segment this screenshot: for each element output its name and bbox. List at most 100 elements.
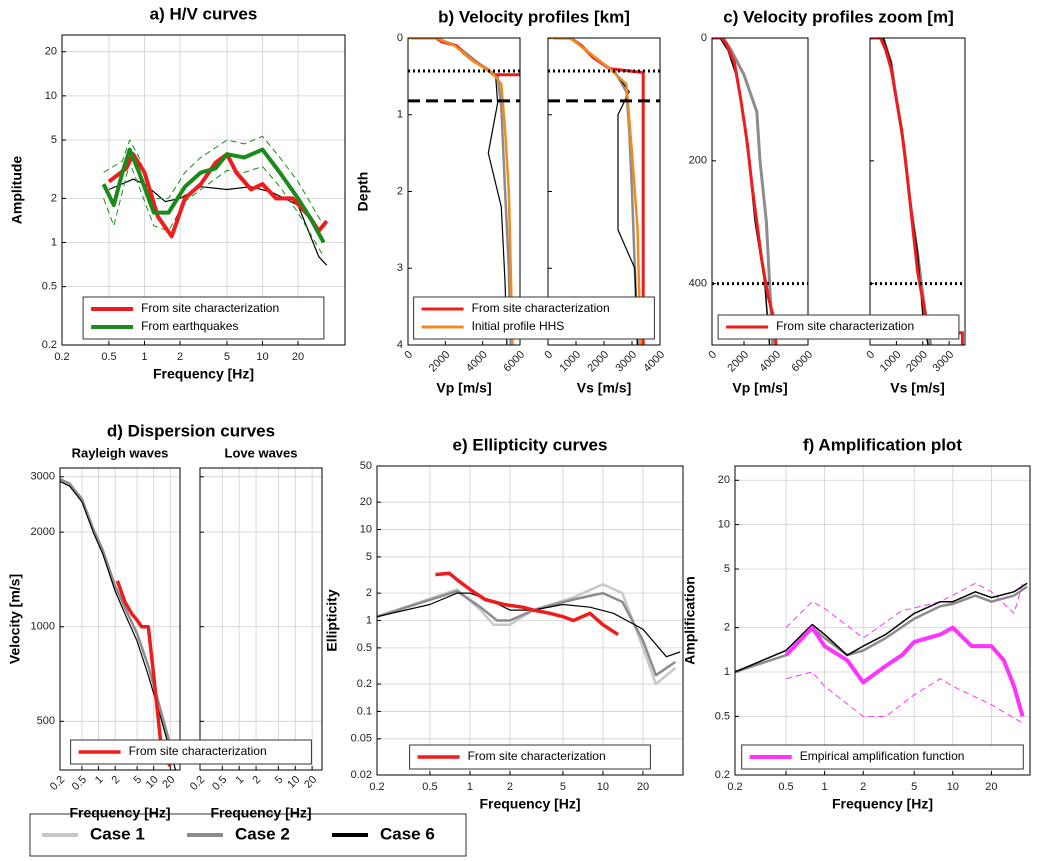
legend-box [70,739,312,765]
plot-frame [61,34,346,346]
x-tick-label: 20 [292,351,304,363]
x-tick-label: 0 [402,349,415,362]
x-tick-label: 2 [250,774,263,787]
y-axis-label: Depth [355,172,371,212]
x-tick-label: 2000 [904,349,930,375]
plot-area [200,468,322,770]
x-tick-label: 2000 [725,349,751,375]
series-line [721,38,775,345]
case-legend: Case 1 Case 2 Case 6 [29,813,467,857]
y-tick-label: 1 [366,614,372,626]
x-tick-label: 1 [234,774,247,787]
series-line [735,582,1028,673]
x-tick-label: 10 [947,781,959,793]
x-tick-label: 5 [224,351,230,363]
y-tick-label: 0.2 [357,678,372,690]
x-axis-label: Vs [m/s] [890,380,944,396]
chart-title: f) Amplification plot [803,435,962,454]
x-tick-label: 20 [160,774,177,791]
legend-label: From site characterization [472,301,610,315]
x-tick-label: 2 [177,351,183,363]
x-tick-label: 0.2 [369,781,384,793]
y-tick-label: 0.5 [357,642,372,654]
plot-area [870,38,965,345]
x-tick-label: 0.5 [210,774,229,793]
y-tick-label: 2 [51,192,57,204]
x-tick-label: 10 [285,774,302,791]
y-tick-label: 2000 [31,526,55,538]
panel-subtitle: Love waves [225,445,298,460]
legend-box [413,296,655,340]
y-tick-label: 1 [51,236,57,248]
x-tick-label: 2 [860,781,866,793]
legend-label: Initial profile HHS [472,319,565,333]
x-tick-label: 1 [822,781,828,793]
plot-content [712,38,808,345]
y-tick-label: 0 [397,32,403,44]
x-tick-label: 1 [93,774,106,787]
legend-label: From site characterization [468,749,606,763]
plot-area [60,468,180,770]
x-tick-label: 0.2 [54,351,69,363]
plot-frame [59,467,181,771]
series-line [548,38,642,345]
legend-box [29,813,467,857]
y-tick-label: 5 [51,134,57,146]
y-tick-label: 2 [366,587,372,599]
x-tick-label: 20 [302,774,319,791]
y-tick-label: 4 [397,339,403,351]
plot-frame [734,465,1031,776]
chart-title: a) H/V curves [150,4,258,23]
plot-content [377,571,681,686]
plot-content [60,477,177,770]
x-tick-label: 10 [144,774,161,791]
x-tick-label: 6000 [501,349,527,375]
x-tick-label: 20 [985,781,997,793]
y-tick-label: 10 [360,523,372,535]
legend-label: Case 2 [235,824,290,843]
x-tick-label: 10 [256,351,268,363]
y-axis-label: Velocity [m/s] [7,574,23,664]
y-tick-label: 0 [701,32,707,44]
x-tick-label: 4000 [641,349,667,375]
plot-content [101,135,329,266]
x-axis-label: Frequency [Hz] [69,805,170,821]
y-tick-label: 50 [360,460,372,472]
y-tick-label: 20 [360,496,372,508]
y-tick-label: 0.5 [715,710,730,722]
chart-title: d) Dispersion curves [107,421,275,440]
x-tick-label: 5 [560,781,566,793]
y-tick-label: 0.05 [351,733,372,745]
x-tick-label: 3000 [931,349,957,375]
chart-title: e) Ellipticity curves [453,435,608,454]
x-tick-label: 0.2 [727,781,742,793]
x-tick-label: 0.5 [422,781,437,793]
legend-box [82,296,325,340]
x-tick-label: 10 [597,781,609,793]
y-tick-label: 500 [37,715,55,727]
x-axis-label: Frequency [Hz] [479,796,580,812]
plot-frame [711,37,809,346]
series-line [103,135,325,227]
plot-content [408,38,520,345]
x-tick-label: 6000 [789,349,815,375]
y-tick-label: 1000 [31,621,55,633]
x-tick-label: 5 [131,774,144,787]
legend-label: From site characterization [141,301,279,315]
x-tick-label: 5 [273,774,286,787]
y-tick-label: 3000 [31,471,55,483]
x-tick-label: 0.2 [48,774,67,793]
y-tick-label: 0.5 [42,281,57,293]
series-line [712,38,778,345]
plot-frame [199,467,323,771]
legend-label: Case 6 [380,824,435,843]
y-tick-label: 400 [689,278,707,290]
series-line [103,162,325,257]
x-tick-label: 1 [467,781,473,793]
y-tick-label: 1 [397,109,403,121]
y-tick-label: 5 [724,563,730,575]
y-tick-label: 10 [45,90,57,102]
series-line [60,477,177,763]
plot-content [735,582,1028,724]
series-line [101,147,326,244]
